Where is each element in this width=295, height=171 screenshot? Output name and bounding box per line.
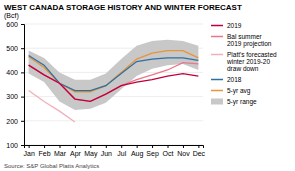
x-tick (106, 145, 107, 148)
legend-label-line: winter 2019-20 (226, 58, 270, 65)
y-label: (Bcf) (4, 12, 19, 20)
x-tick (59, 145, 60, 148)
chart-part: Sep (146, 145, 159, 158)
x-axis-line (25, 146, 204, 149)
legend-label: 2018 (227, 76, 242, 83)
legend-label-line: draw down (227, 65, 259, 72)
y-axis-line (21, 25, 25, 146)
chart-part: Feb (39, 145, 51, 157)
y-tick (21, 48, 24, 49)
legend-swatch (211, 99, 223, 105)
chart-part: Nov (177, 145, 190, 157)
chart-part: 400 (6, 69, 24, 76)
chart-part: 300 (6, 93, 24, 100)
chart-part: Jul (117, 145, 126, 157)
chart-part: 100 (6, 142, 24, 149)
chart-part: Oct (163, 145, 174, 157)
legend-swatch (211, 25, 223, 27)
series-line (29, 63, 199, 102)
chart-part: 200 (6, 118, 24, 125)
y-tick-label: 600 (6, 21, 18, 28)
x-tick (121, 145, 122, 148)
legend-label: Bal summer2019 projection (227, 33, 272, 48)
source: Source: S&P Global Platts Analytics (4, 163, 99, 169)
x-tick (137, 145, 138, 148)
x-tick (44, 145, 45, 148)
legend-label-line: Bal summer (227, 33, 263, 40)
y-tick (21, 145, 24, 146)
legend: 2019 Bal summer2019 projection Platt's for… (211, 22, 277, 106)
x-tick (29, 145, 30, 148)
y-tick-label: 100 (6, 142, 18, 149)
legend-label: 5-yr range (227, 98, 257, 106)
legend-label: 2019 (227, 22, 242, 29)
chart-part: Dec (193, 145, 206, 157)
legend-label-line: 2019 (227, 22, 242, 29)
chart-part: Mar (54, 145, 67, 157)
legend-label-line: 5-yr range (227, 98, 257, 106)
legend-label: 5-yr avg (227, 87, 251, 95)
x-tick-label: Jul (117, 150, 126, 157)
x-tick-label: Mar (54, 150, 67, 157)
legend-label-line: Platt's forecasted (227, 51, 277, 58)
y-tick (21, 121, 24, 122)
y-tick (21, 72, 24, 73)
x-axis: Jan FebMarAprMayJun Jul AugSep OctNovDec (23, 145, 205, 158)
y-axis: 100 200 300 400 500 600 (6, 21, 24, 149)
marks (29, 40, 199, 122)
series-line (29, 65, 199, 101)
grid-line (24, 96, 203, 97)
legend-label: Platt's forecastedwinter 2019-20draw dow… (226, 51, 277, 72)
x-tick-label: Jun (101, 150, 112, 157)
x-tick (198, 145, 199, 148)
chart: Jan FebMarAprMayJun Jul AugSep OctNovDec 100 2… (0, 0, 295, 171)
chart-part: Jan (23, 145, 34, 157)
y-tick (21, 24, 24, 25)
x-tick-label: Dec (193, 150, 206, 157)
x-tick-label: Sep (146, 150, 159, 158)
grid-line (24, 120, 203, 121)
title: WEST CANADA STORAGE HISTORY AND WINTER F… (4, 3, 242, 12)
chart-part: Jun (101, 145, 112, 157)
series-line (29, 91, 75, 122)
series-line (29, 51, 199, 92)
y-tick-label: 200 (6, 118, 18, 125)
plot-area: Jan FebMarAprMayJun Jul AugSep OctNovDec 100 2… (6, 21, 205, 158)
legend-label-line: 5-yr avg (227, 87, 251, 95)
chart-part: 600 (6, 21, 24, 28)
x-tick (152, 145, 153, 148)
legend-label-line: 2019 projection (227, 40, 272, 48)
x-tick (168, 145, 169, 148)
x-tick (90, 145, 91, 148)
x-tick-label: May (84, 150, 98, 158)
range-band (29, 40, 199, 110)
grid (24, 24, 203, 145)
x-tick-label: Nov (177, 150, 190, 157)
chart-part: 500 (6, 45, 24, 52)
y-tick-label: 500 (6, 45, 18, 52)
legend-label-line: 2018 (227, 76, 242, 83)
legend-swatch (211, 54, 223, 56)
x-tick (183, 145, 184, 148)
y-tick-label: 400 (6, 69, 18, 76)
x-tick-label: Apr (70, 150, 82, 158)
grid-line (24, 24, 203, 25)
legend-swatch (211, 36, 223, 38)
y-tick (21, 97, 24, 98)
chart-part: Apr (70, 145, 82, 158)
x-tick-label: Aug (131, 150, 144, 158)
legend-swatch (211, 79, 223, 81)
x-tick (75, 145, 76, 148)
series-line (29, 55, 199, 90)
y-tick-label: 300 (6, 93, 18, 100)
x-tick-label: Oct (163, 150, 174, 157)
chart-part: Aug (131, 145, 144, 158)
x-tick-label: Jan (23, 150, 34, 157)
chart-part: May (84, 145, 98, 158)
legend-swatch (211, 90, 223, 92)
x-tick-label: Feb (39, 150, 51, 157)
